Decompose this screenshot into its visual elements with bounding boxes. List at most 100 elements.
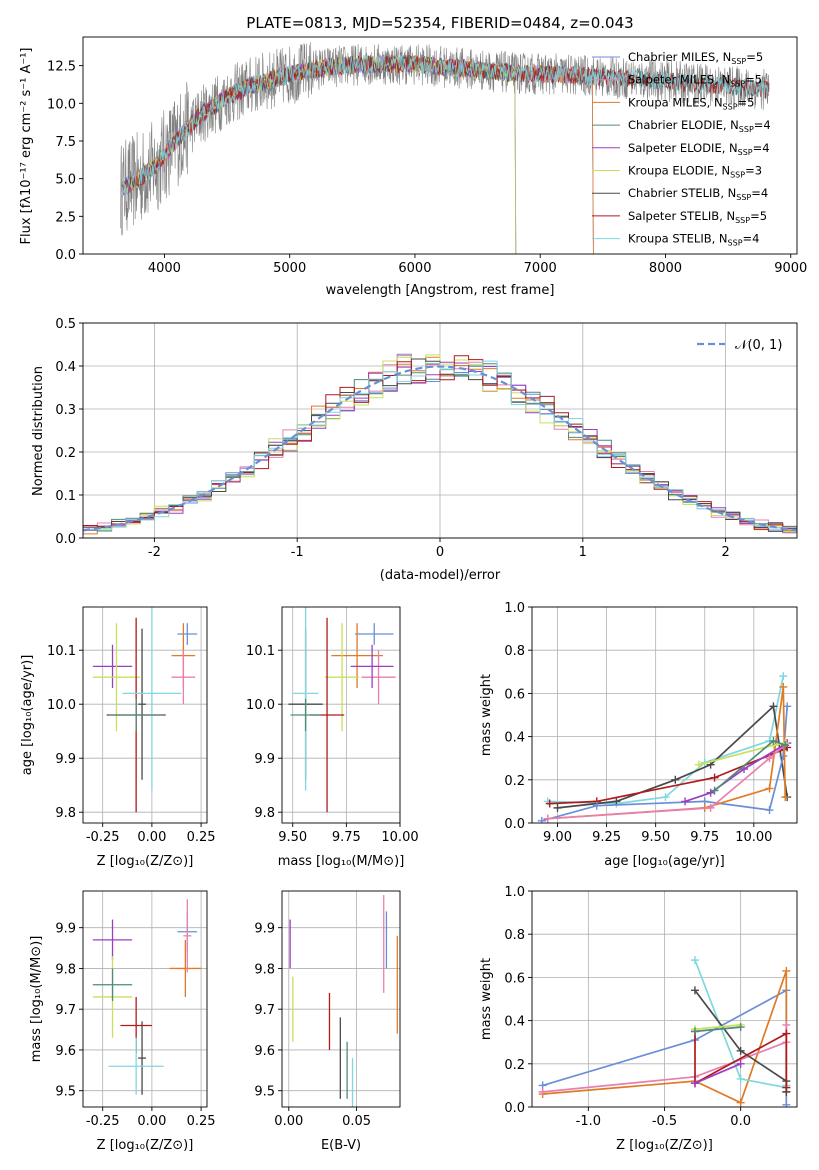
weight-point-marker [783,702,792,711]
axes-frame [82,36,798,255]
y-tick-label: 9.9 [254,752,275,767]
y-tick-label: 0.4 [504,1015,525,1030]
axes-frame [531,606,798,824]
y-axis-label: Flux [fλ10⁻¹⁷ erg cm⁻² s⁻¹ A⁻¹] [19,48,34,245]
y-tick-label: 0.4 [55,360,76,375]
y-tick-label: 9.5 [254,1085,275,1100]
x-tick-label: -2 [148,545,161,560]
figure-title: PLATE=0813, MJD=52354, FIBERID=0484, z=0… [246,14,633,32]
weight-point-marker [690,1027,699,1036]
weight-point-marker [781,793,790,802]
x-tick-label: 1 [579,545,587,560]
y-tick-label: 9.8 [55,806,76,821]
x-axis-label: wavelength [Angstrom, rest frame] [326,283,555,298]
weight-point-marker [736,1046,745,1055]
weight-point-marker [782,1020,791,1029]
y-tick-label: 10.1 [246,644,275,659]
x-tick-label: 5000 [273,261,306,276]
y-tick-label: 0.0 [504,1101,525,1116]
y-tick-label: 0.2 [504,1058,525,1073]
weight-point-marker [694,760,703,769]
y-tick-label: 0.6 [504,687,525,702]
weight-series-line [694,1026,741,1033]
x-axis-label: Z [log₁₀(Z/Z⊙)] [616,1138,713,1153]
y-tick-label: 0.8 [504,644,525,659]
weight-point-marker [765,754,774,763]
x-tick-label: 9.25 [592,830,621,845]
legend-entry: Chabrier STELIB, NSSP=4 [628,186,768,202]
weight-point-marker [782,966,791,975]
weight-point-marker [537,816,546,823]
legend-entry: Salpeter MILES, NSSP=5 [628,73,762,89]
legend-entry: Kroupa MILES, NSSP=5 [628,95,754,111]
x-tick-label: 6000 [398,261,431,276]
x-tick-label: -0.25 [86,1114,120,1129]
y-tick-label: 7.5 [55,135,76,150]
x-tick-label: 10.00 [381,830,418,845]
x-tick-label: 9.50 [641,830,670,845]
weight-point-marker [553,803,562,812]
axes-frame [281,890,401,1108]
weight-series-line [557,704,789,809]
y-tick-label: 0.0 [55,532,76,547]
y-tick-label: 9.8 [254,806,275,821]
plot-area [538,956,791,1107]
weight-point-marker [545,799,554,808]
plot-area [288,607,396,813]
plot-area [120,42,770,254]
x-tick-label: 0.00 [274,1114,303,1129]
y-axis-label: mass [log₁₀(M/M⊙)] [29,936,44,1063]
weight-point-marker [661,793,670,802]
axes-frame [531,890,798,1108]
x-tick-label: 4000 [148,261,181,276]
weight-point-marker [736,1023,745,1032]
y-tick-label: 0.2 [504,774,525,789]
weight-point-marker [543,814,552,823]
weight-point-marker [779,672,788,681]
y-tick-label: 10.0 [47,698,76,713]
x-axis-label: Z [log₁₀(Z/Z⊙)] [97,1138,194,1153]
y-tick-label: 0.3 [55,403,76,418]
weight-series-line [547,686,787,820]
y-tick-label: 0.2 [55,446,76,461]
x-tick-label: -0.25 [86,830,120,845]
legend-entry: Salpeter STELIB, NSSP=5 [628,209,767,225]
legend-entry: Kroupa STELIB, NSSP=4 [628,232,759,248]
x-tick-label: 0.0 [730,1114,751,1129]
y-tick-label: 0.6 [504,971,525,986]
weight-point-marker [779,752,788,761]
y-axis-label: age [log₁₀(age/yr)] [20,655,35,776]
y-tick-label: 9.6 [55,1044,76,1059]
x-tick-label: 9.50 [278,830,307,845]
x-tick-label: 9.00 [543,830,572,845]
weight-point-marker [671,775,680,784]
x-tick-label: 9.75 [690,830,719,845]
x-tick-label: 0.25 [187,1114,216,1129]
axes-frame [82,606,208,824]
y-tick-label: 1.0 [504,885,525,900]
x-tick-label: 9000 [774,261,807,276]
y-axis-label: mass weight [479,674,494,756]
weight-point-marker [706,803,715,812]
y-tick-label: 9.5 [55,1085,76,1100]
weight-point-marker [782,1083,791,1092]
y-tick-label: 10.0 [47,97,76,112]
weight-point-marker [710,786,719,795]
y-tick-label: 5.0 [55,173,76,188]
weight-point-marker [769,702,778,711]
weight-series-line [694,1031,788,1088]
weight-point-marker [681,797,690,806]
y-tick-label: 2.5 [55,210,76,225]
x-axis-label: mass [log₁₀(M/M⊙)] [278,854,405,869]
y-tick-label: 0.8 [504,928,525,943]
x-tick-label: 10.00 [735,830,772,845]
y-tick-label: 9.9 [254,922,275,937]
weight-point-marker [592,801,601,810]
plot-area [92,607,198,813]
x-tick-label: 9.75 [332,830,361,845]
x-tick-label: 2 [721,545,729,560]
y-tick-label: 0.5 [55,317,76,332]
plot-area [92,899,202,1095]
x-axis-label: age [log₁₀(age/yr)] [604,854,725,869]
